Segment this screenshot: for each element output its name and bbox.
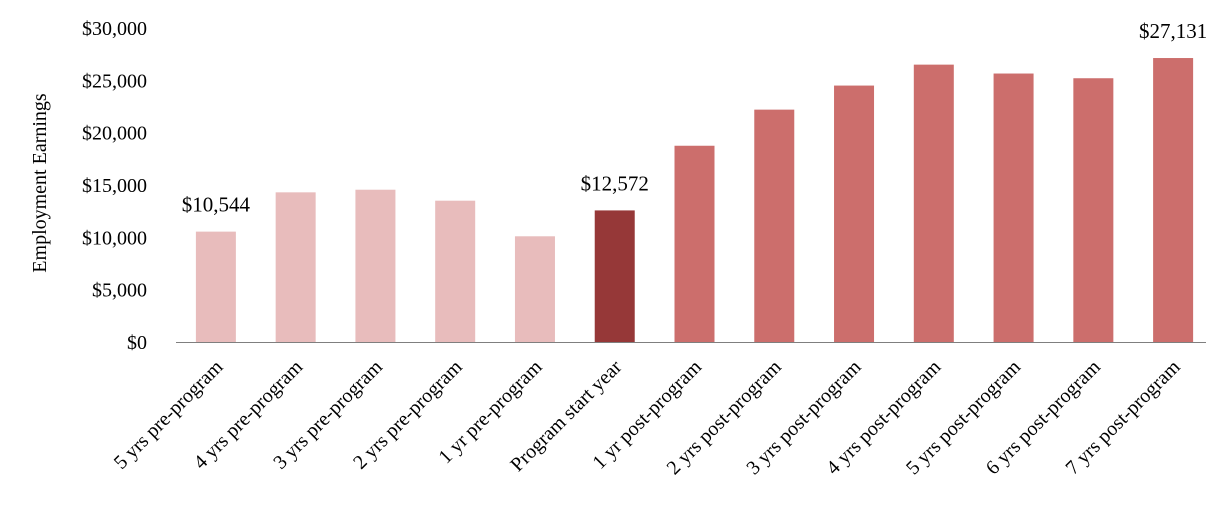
y-axis-ticks: $0 $5,000 $10,000 $15,000 $20,000 $25,000 $30,… — [82, 18, 147, 354]
bar — [1153, 58, 1194, 342]
bar — [514, 236, 555, 342]
bar — [355, 189, 396, 342]
bar — [993, 73, 1034, 342]
bar — [1073, 78, 1114, 343]
y-tick-label: $20,000 — [82, 123, 147, 145]
y-tick-label: $5,000 — [92, 280, 147, 302]
bar — [195, 231, 236, 342]
bar — [754, 109, 795, 342]
data-label: $12,572 — [581, 171, 649, 195]
bar — [435, 200, 476, 342]
y-tick-label: $10,000 — [82, 227, 147, 249]
y-tick-label: $15,000 — [82, 175, 147, 197]
data-labels-group: $10,544 $12,572 $27,131 — [182, 19, 1207, 217]
bar — [674, 145, 715, 342]
y-tick-label: $25,000 — [82, 70, 147, 92]
y-tick-label: $0 — [127, 332, 147, 354]
data-label: $10,544 — [182, 193, 251, 217]
bar — [594, 210, 635, 342]
bar — [834, 85, 875, 343]
bar — [913, 64, 954, 342]
data-label: $27,131 — [1139, 19, 1207, 43]
y-axis-title: Employment Earnings — [29, 93, 51, 273]
y-tick-label: $30,000 — [82, 18, 147, 40]
bar — [275, 192, 316, 342]
bars-group — [195, 58, 1194, 343]
